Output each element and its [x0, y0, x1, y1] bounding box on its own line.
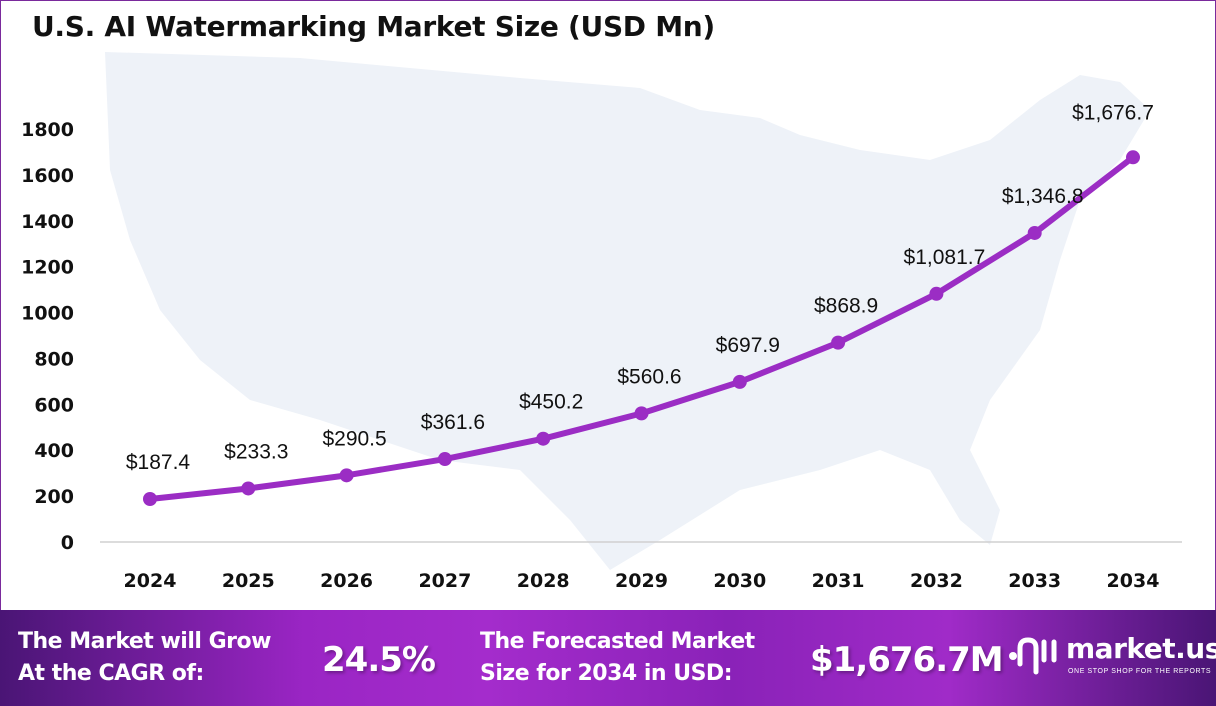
x-tick-label: 2025 — [222, 570, 275, 592]
y-tick-label: 0 — [61, 532, 74, 554]
cagr-label: The Market will Grow At the CAGR of: — [18, 626, 271, 690]
data-point — [1126, 150, 1140, 165]
y-tick-label: 200 — [34, 486, 74, 508]
x-tick-label: 2032 — [910, 570, 963, 592]
data-point — [634, 406, 649, 421]
data-point — [929, 286, 944, 301]
y-tick-label: 800 — [34, 348, 74, 370]
data-point — [732, 374, 747, 389]
forecast-value: $1,676.7M — [810, 640, 1004, 680]
data-point — [536, 431, 551, 446]
brand-tagline: ONE STOP SHOP FOR THE REPORTS — [1068, 668, 1212, 675]
cagr-value: 24.5% — [322, 640, 436, 680]
data-label: $361.6 — [421, 411, 485, 434]
cagr-label-line1: The Market will Grow — [18, 629, 271, 654]
data-point — [831, 335, 846, 350]
data-point — [241, 481, 256, 496]
y-tick-label: 1600 — [21, 165, 74, 187]
data-point — [437, 452, 452, 467]
x-tick-label: 2028 — [517, 570, 570, 592]
x-tick-label: 2027 — [418, 570, 471, 592]
x-tick-label: 2030 — [713, 570, 766, 592]
data-label: $187.4 — [126, 451, 191, 474]
y-tick-label: 1800 — [21, 119, 74, 141]
x-tick-label: 2026 — [320, 570, 373, 592]
data-label: $560.6 — [617, 365, 681, 388]
x-tick-label: 2034 — [1107, 570, 1160, 592]
forecast-label: The Forecasted Market Size for 2034 in U… — [480, 626, 755, 690]
cagr-label-line2: At the CAGR of: — [18, 661, 204, 686]
data-point — [339, 468, 354, 483]
y-tick-label: 400 — [34, 440, 74, 462]
data-label: $868.9 — [814, 295, 878, 318]
x-tick-label: 2029 — [615, 570, 668, 592]
forecast-label-line2: Size for 2034 in USD: — [480, 661, 732, 686]
data-label: $450.2 — [519, 391, 583, 414]
us-map-background — [105, 52, 1150, 570]
forecast-label-line1: The Forecasted Market — [480, 629, 755, 654]
x-tick-label: 2033 — [1008, 570, 1061, 592]
data-label: $1,081.7 — [904, 246, 986, 269]
y-tick-label: 1400 — [21, 211, 74, 233]
data-label: $233.3 — [224, 440, 288, 463]
y-tick-label: 1200 — [21, 257, 74, 279]
data-point — [143, 492, 157, 507]
line-chart: 0 200 400 600 800 1000 1200 1400 1600 1800 2024 20… — [21, 52, 1182, 592]
data-point — [1027, 225, 1042, 240]
x-tick-label: 2031 — [812, 570, 865, 592]
chart-title: U.S. AI Watermarking Market Size (USD Mn… — [32, 10, 715, 43]
data-label: $1,676.7 — [1072, 101, 1154, 124]
market-us-logo-icon — [1009, 637, 1057, 675]
data-label: $697.9 — [716, 334, 780, 357]
brand-name: market.us — [1066, 632, 1216, 665]
footer-banner: The Market will Grow At the CAGR of: 24.… — [0, 610, 1216, 706]
y-tick-label: 600 — [34, 394, 74, 416]
data-label: $1,346.8 — [1002, 185, 1084, 208]
y-tick-label: 1000 — [21, 303, 74, 325]
data-label: $290.5 — [322, 427, 386, 450]
x-tick-label: 2024 — [124, 570, 177, 592]
